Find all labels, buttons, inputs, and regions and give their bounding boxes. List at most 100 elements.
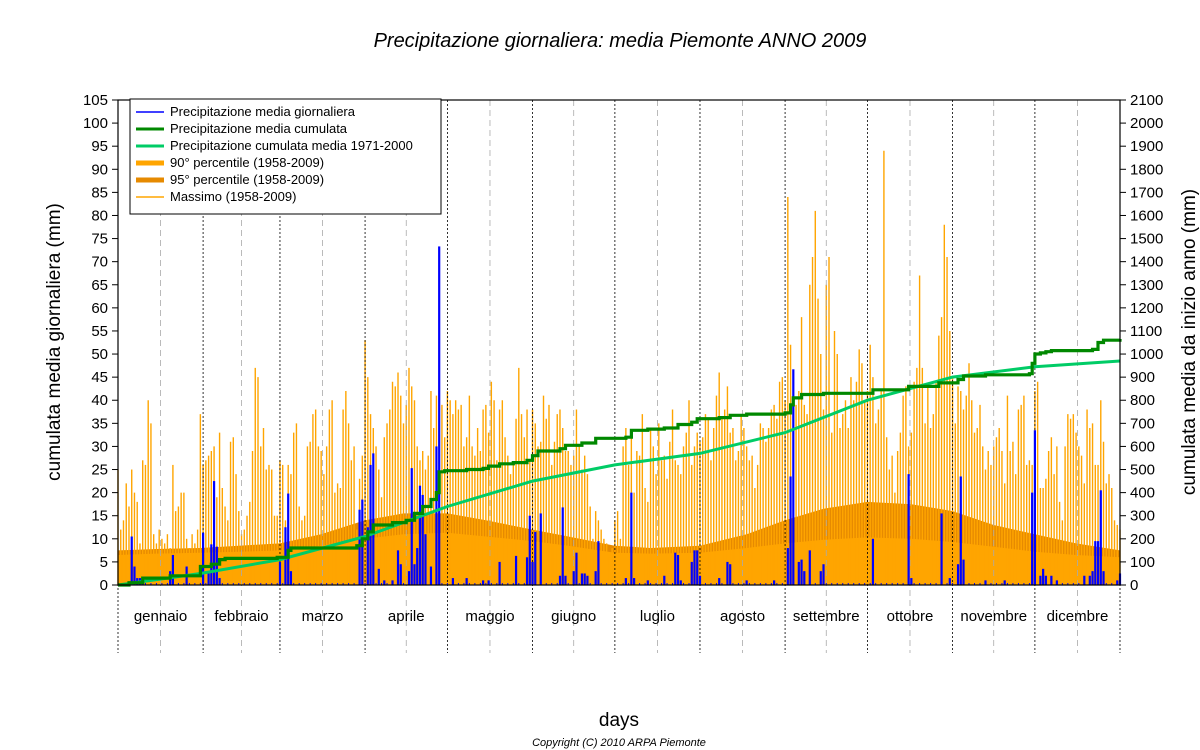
daily-bar: [940, 513, 943, 585]
daily-bar: [984, 580, 987, 585]
daily-bar: [803, 571, 806, 585]
daily-bar: [498, 561, 501, 585]
daily-bar: [487, 580, 490, 585]
month-label: ottobre: [887, 608, 934, 625]
daily-bar: [773, 580, 776, 585]
y-tick-label: 50: [91, 346, 108, 363]
daily-bar: [383, 580, 386, 585]
legend-label: Massimo (1958-2009): [170, 189, 296, 204]
daily-bar: [1055, 580, 1058, 585]
chart-title: Precipitazione giornaliera: media Piemon…: [374, 30, 867, 52]
daily-bar: [632, 578, 636, 585]
month-label: gennaio: [134, 608, 187, 625]
y2-tick-label: 1000: [1130, 346, 1163, 363]
daily-bar: [407, 571, 411, 585]
y2-axis-label: cumulata media da inizio anno (mm): [1179, 189, 1200, 495]
y2-tick-label: 500: [1130, 462, 1155, 479]
daily-bar: [910, 578, 913, 585]
legend-label: 90° percentile (1958-2009): [170, 155, 324, 170]
y2-tick-label: 900: [1130, 369, 1155, 386]
copyright-text: Copyright (C) 2010 ARPA Piemonte: [532, 737, 706, 749]
daily-bar: [572, 571, 575, 585]
y-tick-label: 80: [91, 207, 108, 224]
daily-bar: [959, 476, 962, 585]
daily-bar: [822, 564, 825, 585]
y-tick-label: 75: [91, 231, 108, 248]
daily-bar: [372, 453, 375, 585]
daily-bar: [729, 564, 732, 585]
daily-bar: [871, 538, 875, 585]
daily-bar: [948, 578, 951, 585]
y2-tick-label: 1400: [1130, 254, 1163, 271]
daily-bar: [792, 369, 795, 585]
daily-bar: [369, 464, 372, 585]
daily-bar: [391, 580, 394, 585]
month-label: aprile: [388, 608, 425, 625]
daily-bar: [215, 546, 218, 585]
daily-bar: [1091, 571, 1094, 585]
daily-bar: [424, 534, 427, 585]
legend: Precipitazione media giornaliera Precipit…: [129, 98, 442, 215]
daily-bar: [171, 554, 175, 585]
daily-bar: [421, 494, 424, 585]
y2-tick-label: 2100: [1130, 92, 1163, 109]
daily-bar: [366, 527, 369, 585]
y2-tick-label: 200: [1130, 531, 1155, 548]
daily-bar: [482, 580, 485, 585]
y2-tick-label: 700: [1130, 415, 1155, 432]
daily-bar: [1044, 575, 1047, 585]
y-tick-label: 45: [91, 369, 108, 386]
daily-bar: [690, 561, 693, 585]
daily-bar: [674, 552, 677, 585]
daily-bar: [558, 575, 562, 585]
daily-bar: [1003, 580, 1006, 585]
y-tick-label: 0: [100, 577, 108, 594]
month-label: dicembre: [1047, 608, 1109, 625]
y2-tick-label: 1900: [1130, 138, 1163, 155]
daily-bar: [718, 578, 721, 585]
daily-bar: [564, 575, 567, 585]
y-tick-label: 95: [91, 138, 108, 155]
daily-bar: [594, 571, 597, 585]
daily-bar: [396, 550, 400, 585]
daily-bar: [278, 561, 282, 585]
daily-bar: [202, 532, 205, 585]
daily-bar: [413, 564, 416, 585]
month-label: febbraio: [214, 608, 268, 625]
month-label: maggio: [465, 608, 514, 625]
y-tick-label: 65: [91, 277, 108, 294]
y2-tick-label: 1500: [1130, 231, 1163, 248]
daily-bar: [679, 580, 682, 585]
daily-bar: [962, 559, 965, 585]
y2-tick-label: 400: [1130, 485, 1155, 502]
daily-bar: [726, 561, 729, 585]
left-axis: 0 5 10 15 20 25 30 35 40 45 50 55 60 65 70 75 80 85 90 95 10…: [83, 92, 118, 594]
y-tick-label: 20: [91, 485, 108, 502]
daily-bar: [693, 550, 696, 585]
daily-bar: [907, 474, 910, 585]
daily-bar: [289, 571, 293, 585]
legend-label: 95° percentile (1958-2009): [170, 172, 324, 187]
daily-bar: [438, 246, 441, 585]
daily-bar: [1033, 430, 1036, 585]
y2-tick-label: 1300: [1130, 277, 1163, 294]
cumulative-average-line: [117, 359, 1121, 587]
y2-tick-label: 100: [1130, 554, 1155, 571]
daily-bar: [561, 507, 564, 585]
daily-bar: [525, 557, 529, 585]
daily-bar: [1042, 568, 1045, 585]
x-axis-label: days: [599, 710, 639, 731]
daily-bar: [663, 575, 666, 585]
daily-bar: [418, 485, 422, 585]
daily-bar: [531, 561, 534, 585]
daily-bar: [1099, 490, 1102, 585]
daily-bar: [528, 515, 531, 585]
daily-bar: [676, 554, 680, 585]
month-labels: gennaio febbraio marzo aprile maggio giugno lu…: [134, 608, 1108, 625]
daily-bar: [1094, 541, 1097, 585]
y-tick-label: 5: [100, 554, 108, 571]
y2-tick-label: 1200: [1130, 300, 1163, 317]
daily-bar: [789, 476, 792, 585]
y-tick-label: 100: [83, 115, 108, 132]
